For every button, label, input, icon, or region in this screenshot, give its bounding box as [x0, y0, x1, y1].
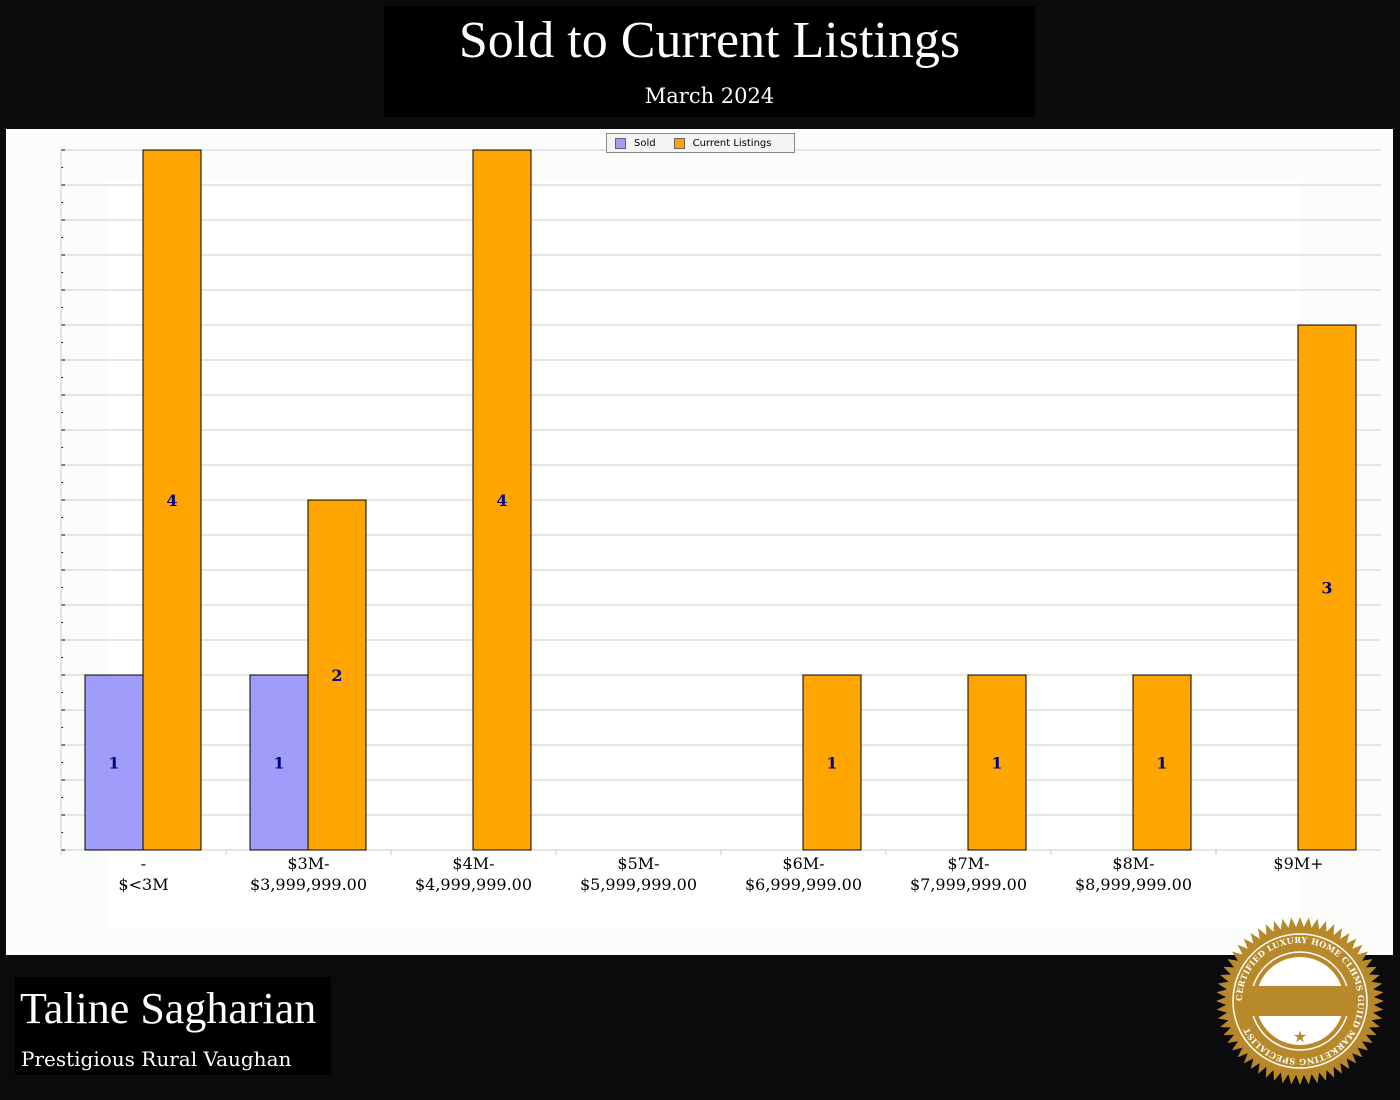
x-tick-label: $<3M	[118, 875, 168, 894]
bar-listings	[472, 149, 532, 851]
x-tick-label: $9M+	[1273, 854, 1323, 873]
legend: Sold Current Listings	[606, 133, 795, 153]
agent-name: Taline Sagharian	[20, 984, 317, 1033]
data-label: 2	[331, 666, 342, 685]
bar-listings	[142, 149, 202, 851]
x-tick-label: $7,999,999.00	[910, 875, 1027, 894]
area-name: Prestigious Rural Vaughan	[21, 1047, 292, 1071]
x-tick-label: $5M-	[617, 854, 659, 873]
bar-sold	[249, 674, 309, 851]
data-label: 1	[273, 754, 284, 773]
bar-listings	[307, 499, 367, 851]
data-label: 3	[1321, 579, 1332, 598]
data-label: 4	[166, 491, 177, 510]
data-label: 1	[108, 754, 119, 773]
clhms-guild-seal-logo: CERTIFIED LUXURY HOME CLHMS GUILD MARKET…	[1216, 917, 1384, 1085]
x-tick-label: -	[141, 854, 146, 873]
data-label: 1	[991, 754, 1002, 773]
x-tick-label: $6,999,999.00	[745, 875, 862, 894]
legend-swatch-listings	[673, 137, 685, 149]
agent-box: Taline Sagharian Prestigious Rural Vaugh…	[15, 977, 331, 1075]
data-label: 1	[1156, 754, 1167, 773]
chart-subtitle: March 2024	[644, 84, 775, 108]
x-tick-label: $8M-	[1112, 854, 1154, 873]
bar-chart: 1 4 - $<3M 1 2 $3M- $3,999,999.00 4 $4M- $4,999,99…	[60, 149, 1381, 929]
bar-sold	[84, 674, 144, 851]
chart-title: Sold to Current Listings	[458, 12, 961, 69]
title-box: Sold to Current Listings March 2024	[384, 6, 1035, 117]
x-tick-label: $4,999,999.00	[415, 875, 532, 894]
x-tick-label: $3,999,999.00	[250, 875, 367, 894]
chart-panel: 1 4 - $<3M 1 2 $3M- $3,999,999.00 4 $4M- $4,999,99…	[6, 129, 1393, 955]
star-icon: ★	[1293, 1027, 1307, 1046]
bar-listings	[967, 674, 1027, 851]
x-tick-label: $4M-	[452, 854, 494, 873]
bar-listings	[802, 674, 862, 851]
bar-listings	[1297, 324, 1357, 851]
legend-label-listings: Current Listings	[692, 137, 772, 149]
bar-listings	[1132, 674, 1192, 851]
data-label: 1	[826, 754, 837, 773]
x-tick-label: $7M-	[947, 854, 989, 873]
x-tick-label: $3M-	[287, 854, 329, 873]
x-tick-label: $5,999,999.00	[580, 875, 697, 894]
legend-swatch-sold	[615, 137, 626, 149]
x-tick-label: $6M-	[782, 854, 824, 873]
legend-label-sold: Sold	[634, 137, 656, 149]
data-label: 4	[496, 491, 507, 510]
x-tick-label: $8,999,999.00	[1075, 875, 1192, 894]
